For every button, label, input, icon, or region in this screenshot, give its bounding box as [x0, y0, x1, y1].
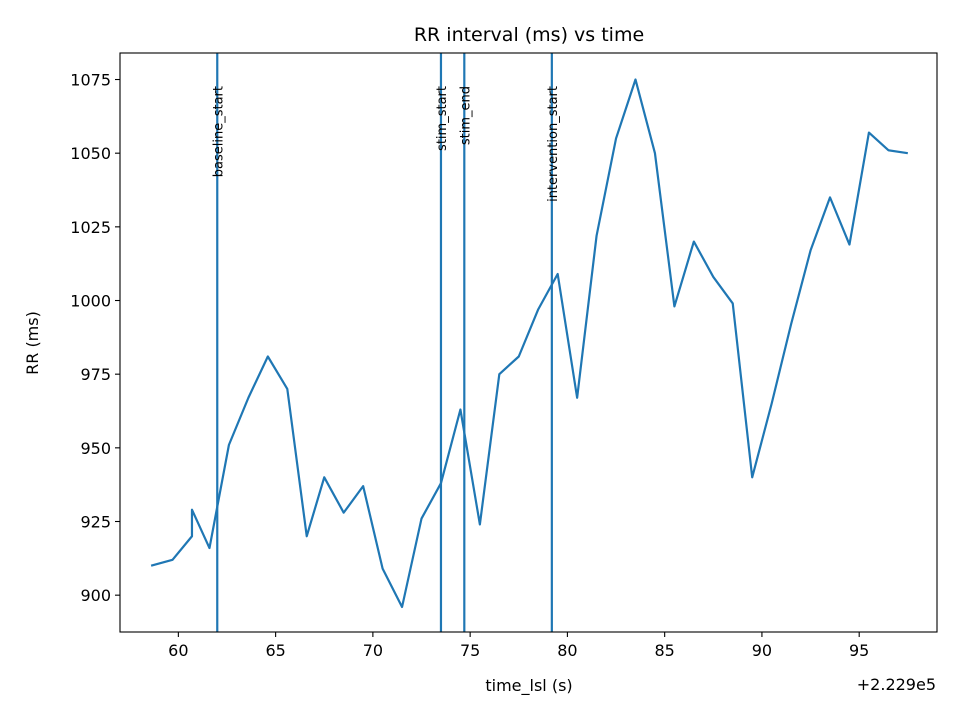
y-tick-label: 975: [80, 365, 111, 384]
x-tick-label: 65: [265, 641, 285, 660]
event-lines: [216, 53, 553, 632]
x-tick-label: 90: [752, 641, 772, 660]
event-labels: baseline_start stim_start stim_end interven…: [211, 86, 561, 202]
event-label-0: baseline_start: [211, 86, 226, 177]
y-tick-label: 1000: [70, 292, 111, 311]
x-tick-label: 85: [654, 641, 674, 660]
event-label-3: intervention_start: [546, 86, 561, 202]
y-axis-label: RR (ms): [23, 311, 42, 375]
x-tick-label: 70: [363, 641, 383, 660]
plot-area: [120, 53, 937, 632]
x-tick-label: 75: [460, 641, 480, 660]
plot-background: [120, 53, 937, 632]
y-tick-label: 950: [80, 439, 111, 458]
x-tick-label: 80: [557, 641, 577, 660]
x-axis-offset-label: +2.229e5: [857, 675, 936, 694]
x-axis-ticks: 60 65 70 75 80 85 90 95: [168, 632, 869, 660]
event-label-1: stim_start: [435, 86, 450, 151]
x-axis-label: time_lsl (s): [485, 676, 572, 696]
plot-frame: [119, 52, 938, 633]
series-line-0: [150, 78, 908, 609]
chart-title: RR interval (ms) vs time: [414, 24, 644, 46]
y-tick-label: 900: [80, 586, 111, 605]
y-tick-label: 1025: [70, 218, 111, 237]
axes-frame: [119, 52, 938, 633]
y-tick-label: 1050: [70, 144, 111, 163]
x-tick-label: 60: [168, 641, 188, 660]
y-tick-label: 925: [80, 513, 111, 532]
y-axis-ticks: 900 925 950 975 1000 1025 1050 1075: [70, 71, 120, 605]
y-tick-label: 1075: [70, 71, 111, 90]
series-layer: [150, 78, 908, 609]
x-tick-label: 95: [849, 641, 869, 660]
event-label-2: stim_end: [458, 86, 473, 145]
